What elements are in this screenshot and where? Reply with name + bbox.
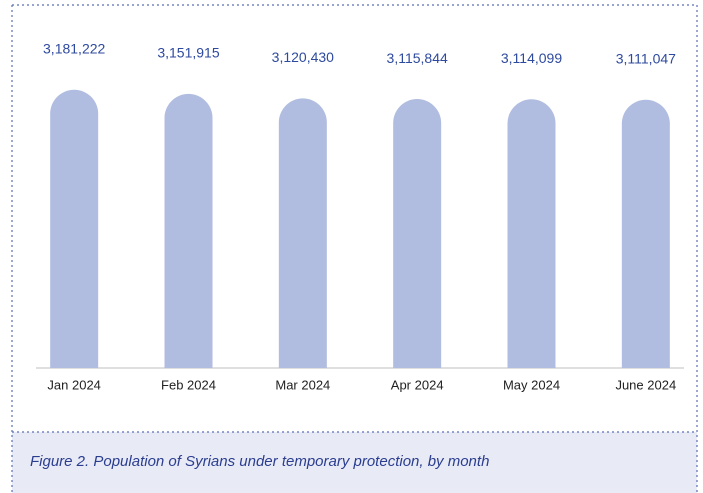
value-label: 3,114,099 [501,50,562,66]
x-tick-label: Apr 2024 [391,377,444,392]
value-label: 3,111,047 [616,50,676,66]
x-tick-label: June 2024 [615,377,676,392]
value-label: 3,120,430 [272,49,334,65]
frame [11,4,698,493]
value-label: 3,151,915 [157,45,219,61]
value-label: 3,181,222 [43,40,105,56]
caption-background [12,432,697,493]
figure-caption: Figure 2. Population of Syrians under te… [30,453,489,470]
x-tick-label: May 2024 [503,377,560,392]
bar [50,89,99,369]
bar [507,99,556,368]
bar [621,99,670,368]
x-tick-label: Feb 2024 [161,377,216,392]
x-tick-label: Jan 2024 [47,377,101,392]
x-tick-label: Mar 2024 [275,377,330,392]
bar [164,93,213,368]
value-label: 3,115,844 [387,50,448,66]
bar [278,98,327,368]
bar [393,99,442,368]
